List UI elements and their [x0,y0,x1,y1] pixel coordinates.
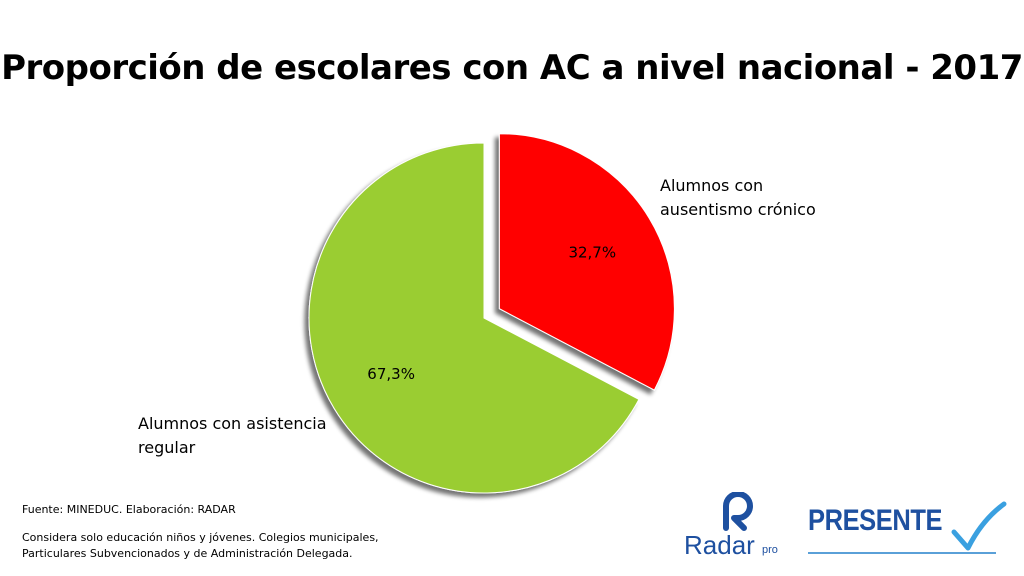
presente-logo: PRESENTE [808,500,1008,562]
slice-label-asistencia: Alumnos con asistencia regular [138,412,327,460]
checkmark-icon [951,501,1007,551]
presente-wordmark: PRESENTE [808,504,943,537]
radar-r-icon [723,492,753,531]
coverage-note: Considera solo educación niños y jóvenes… [22,530,379,562]
presente-underline [808,552,996,554]
radar-suffix: pro [762,544,778,556]
pie-slice-ausentismo-cronico [498,133,675,391]
slice-label-line: Alumnos con asistencia [138,414,327,433]
chart-title: Proporción de escolares con AC a nivel n… [1,48,1023,88]
pie-slice-asistencia-regular [308,142,640,494]
source-note: Fuente: MINEDUC. Elaboración: RADAR [22,502,236,518]
slice-label-line: ausentismo crónico [660,200,816,219]
slice-label-ausentismo: Alumnos con ausentismo crónico [660,174,816,222]
radar-wordmark: Radar [684,530,755,560]
pie-value-label: 67,3% [367,365,415,383]
slice-label-line: Alumnos con [660,176,764,195]
note-line: Particulares Subvencionados y de Adminis… [22,547,353,560]
note-line: Considera solo educación niños y jóvenes… [22,531,379,544]
pie-value-label: 32,7% [568,244,616,262]
source-text: Fuente: MINEDUC. Elaboración: RADAR [22,503,236,516]
radar-logo: Radar pro [684,492,794,562]
slice-label-line: regular [138,438,196,457]
